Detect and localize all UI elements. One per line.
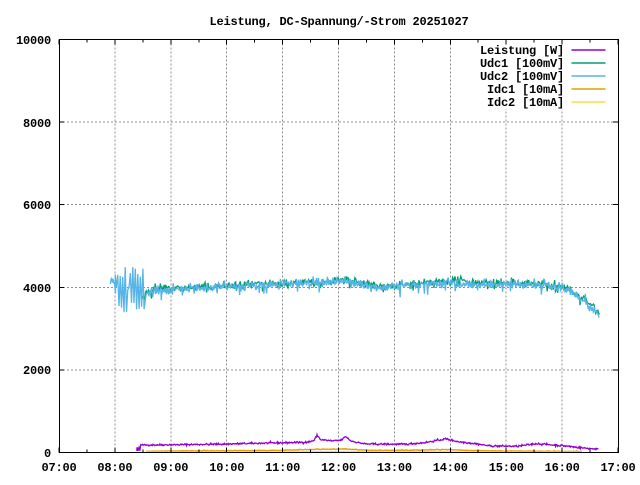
svg-text:10:00: 10:00 [209, 461, 244, 475]
svg-text:Leistung [W]: Leistung [W] [480, 44, 564, 58]
svg-text:Udc2 [100mV]: Udc2 [100mV] [480, 70, 564, 84]
svg-text:4000: 4000 [23, 282, 51, 296]
svg-text:13:00: 13:00 [377, 461, 412, 475]
svg-text:17:00: 17:00 [600, 461, 635, 475]
svg-text:0: 0 [44, 447, 51, 461]
svg-text:Idc2 [10mA]: Idc2 [10mA] [487, 96, 564, 110]
svg-text:8000: 8000 [23, 117, 51, 131]
svg-text:2000: 2000 [23, 364, 51, 378]
svg-text:14:00: 14:00 [433, 461, 468, 475]
svg-text:Leistung, DC-Spannung/-Strom 2: Leistung, DC-Spannung/-Strom 20251027 [209, 15, 468, 29]
svg-text:12:00: 12:00 [321, 461, 356, 475]
svg-text:15:00: 15:00 [489, 461, 524, 475]
svg-text:16:00: 16:00 [545, 461, 580, 475]
svg-text:10000: 10000 [16, 34, 51, 48]
svg-text:6000: 6000 [23, 199, 51, 213]
svg-text:07:00: 07:00 [41, 461, 76, 475]
svg-text:11:00: 11:00 [265, 461, 300, 475]
svg-text:09:00: 09:00 [153, 461, 188, 475]
svg-text:Udc1 [100mV]: Udc1 [100mV] [480, 57, 564, 71]
svg-text:08:00: 08:00 [97, 461, 132, 475]
svg-text:Idc1 [10mA]: Idc1 [10mA] [487, 83, 564, 97]
